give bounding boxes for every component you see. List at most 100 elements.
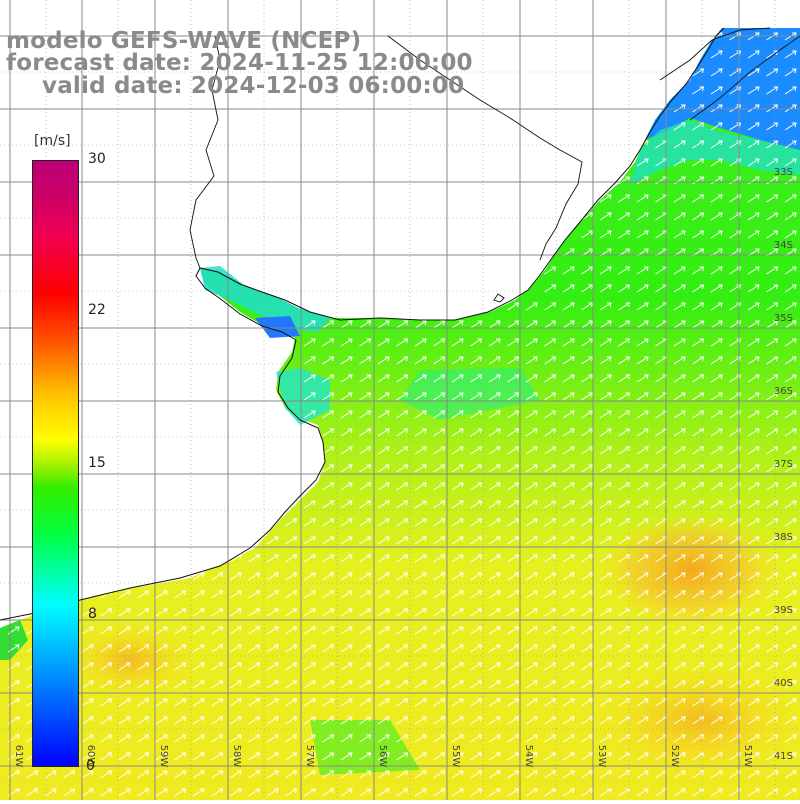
wind-arrow [710, 194, 723, 203]
lon-label: 60W [85, 745, 96, 768]
wind-arrow [396, 662, 408, 671]
wind-arrow [692, 410, 704, 419]
wind-arrow [488, 500, 501, 509]
low-wind-zone [255, 316, 300, 338]
wind-arrow [636, 734, 649, 743]
wind-arrow [311, 734, 316, 740]
wind-arrow [211, 608, 223, 617]
wind-arrow [137, 698, 149, 707]
wind-arrow [636, 590, 649, 599]
wind-arrow [137, 770, 149, 779]
wind-arrow [366, 770, 372, 776]
wind-arrow [562, 464, 575, 473]
wind-arrow [192, 662, 205, 671]
wind-arrow [551, 518, 557, 524]
wind-arrow [507, 302, 519, 311]
wind-arrow [644, 698, 649, 704]
wind-arrow [181, 752, 187, 758]
wind-arrow [525, 302, 538, 311]
wind-arrow [655, 626, 667, 635]
wind-arrow [414, 590, 427, 599]
wind-arrow [248, 788, 260, 797]
wind-arrow [673, 662, 686, 671]
wind-arrow [403, 752, 409, 758]
wind-arrow [385, 428, 390, 434]
wind-arrow [359, 734, 371, 743]
wind-arrow [488, 464, 501, 473]
wind-arrow [681, 626, 686, 632]
wind-arrow [470, 734, 482, 743]
wind-arrow [692, 302, 704, 311]
wind-arrow [533, 644, 538, 650]
wind-arrow [255, 680, 261, 686]
wind-arrow [322, 374, 334, 383]
wind-arrow [440, 770, 446, 776]
wind-arrow [792, 680, 797, 686]
wind-arrow [636, 644, 649, 653]
wind-arrow [329, 374, 335, 380]
wind-arrow [200, 662, 205, 668]
wind-arrow [488, 338, 501, 347]
wind-arrow [348, 626, 353, 632]
wind-arrow [366, 518, 372, 524]
wind-arrow [625, 428, 631, 434]
wind-arrow [81, 680, 94, 689]
wind-arrow [562, 788, 575, 797]
wind-arrow [433, 572, 445, 581]
wind-arrow [192, 626, 205, 635]
wind-arrow [636, 770, 649, 779]
wind-arrow [655, 230, 667, 239]
wind-arrow [348, 608, 353, 614]
wind-arrow [385, 518, 390, 524]
wind-arrow [766, 608, 778, 617]
wind-arrow [322, 320, 334, 329]
wind-arrow [625, 770, 631, 776]
wind-arrow [551, 680, 557, 686]
lon-label: 61W [13, 745, 24, 768]
wind-arrow [551, 428, 557, 434]
wind-arrow [755, 446, 760, 452]
wind-arrow [459, 356, 464, 362]
wind-arrow [655, 302, 667, 311]
wind-arrow [525, 428, 538, 437]
wind-arrow [581, 518, 593, 527]
wind-arrow [544, 662, 556, 671]
wind-arrow [292, 608, 298, 614]
wind-arrow [607, 284, 612, 290]
wind-arrow [525, 356, 538, 365]
wind-arrow [655, 464, 667, 473]
wind-arrow [644, 194, 649, 200]
wind-arrow [784, 158, 797, 167]
wind-arrow [459, 698, 464, 704]
wind-arrow [618, 500, 630, 509]
wind-arrow [144, 590, 150, 596]
wind-arrow [525, 338, 538, 347]
wind-arrow [755, 392, 760, 398]
wind-arrow [477, 428, 483, 434]
wind-arrow [710, 788, 723, 797]
wind-arrow [366, 482, 372, 488]
wind-arrow [699, 338, 705, 344]
wind-arrow [433, 464, 445, 473]
wind-arrow [488, 662, 501, 671]
wind-arrow [340, 716, 353, 725]
wind-arrow [311, 662, 316, 668]
wind-arrow [403, 464, 409, 470]
wind-arrow [681, 194, 686, 200]
wind-arrow [551, 770, 557, 776]
wind-arrow [699, 644, 705, 650]
wind-arrow [636, 464, 649, 473]
wind-arrow [433, 698, 445, 707]
wind-arrow [784, 626, 797, 635]
wind-arrow [433, 590, 445, 599]
wind-arrow [329, 770, 335, 776]
wind-arrow [581, 554, 593, 563]
wind-arrow [329, 482, 335, 488]
wind-arrow [736, 50, 742, 56]
wind-arrow [625, 662, 631, 668]
wind-arrow [755, 176, 760, 182]
wind-arrow [784, 374, 797, 383]
wind-arrow [192, 716, 205, 725]
wind-arrow [747, 338, 760, 347]
wind-arrow [618, 644, 630, 653]
